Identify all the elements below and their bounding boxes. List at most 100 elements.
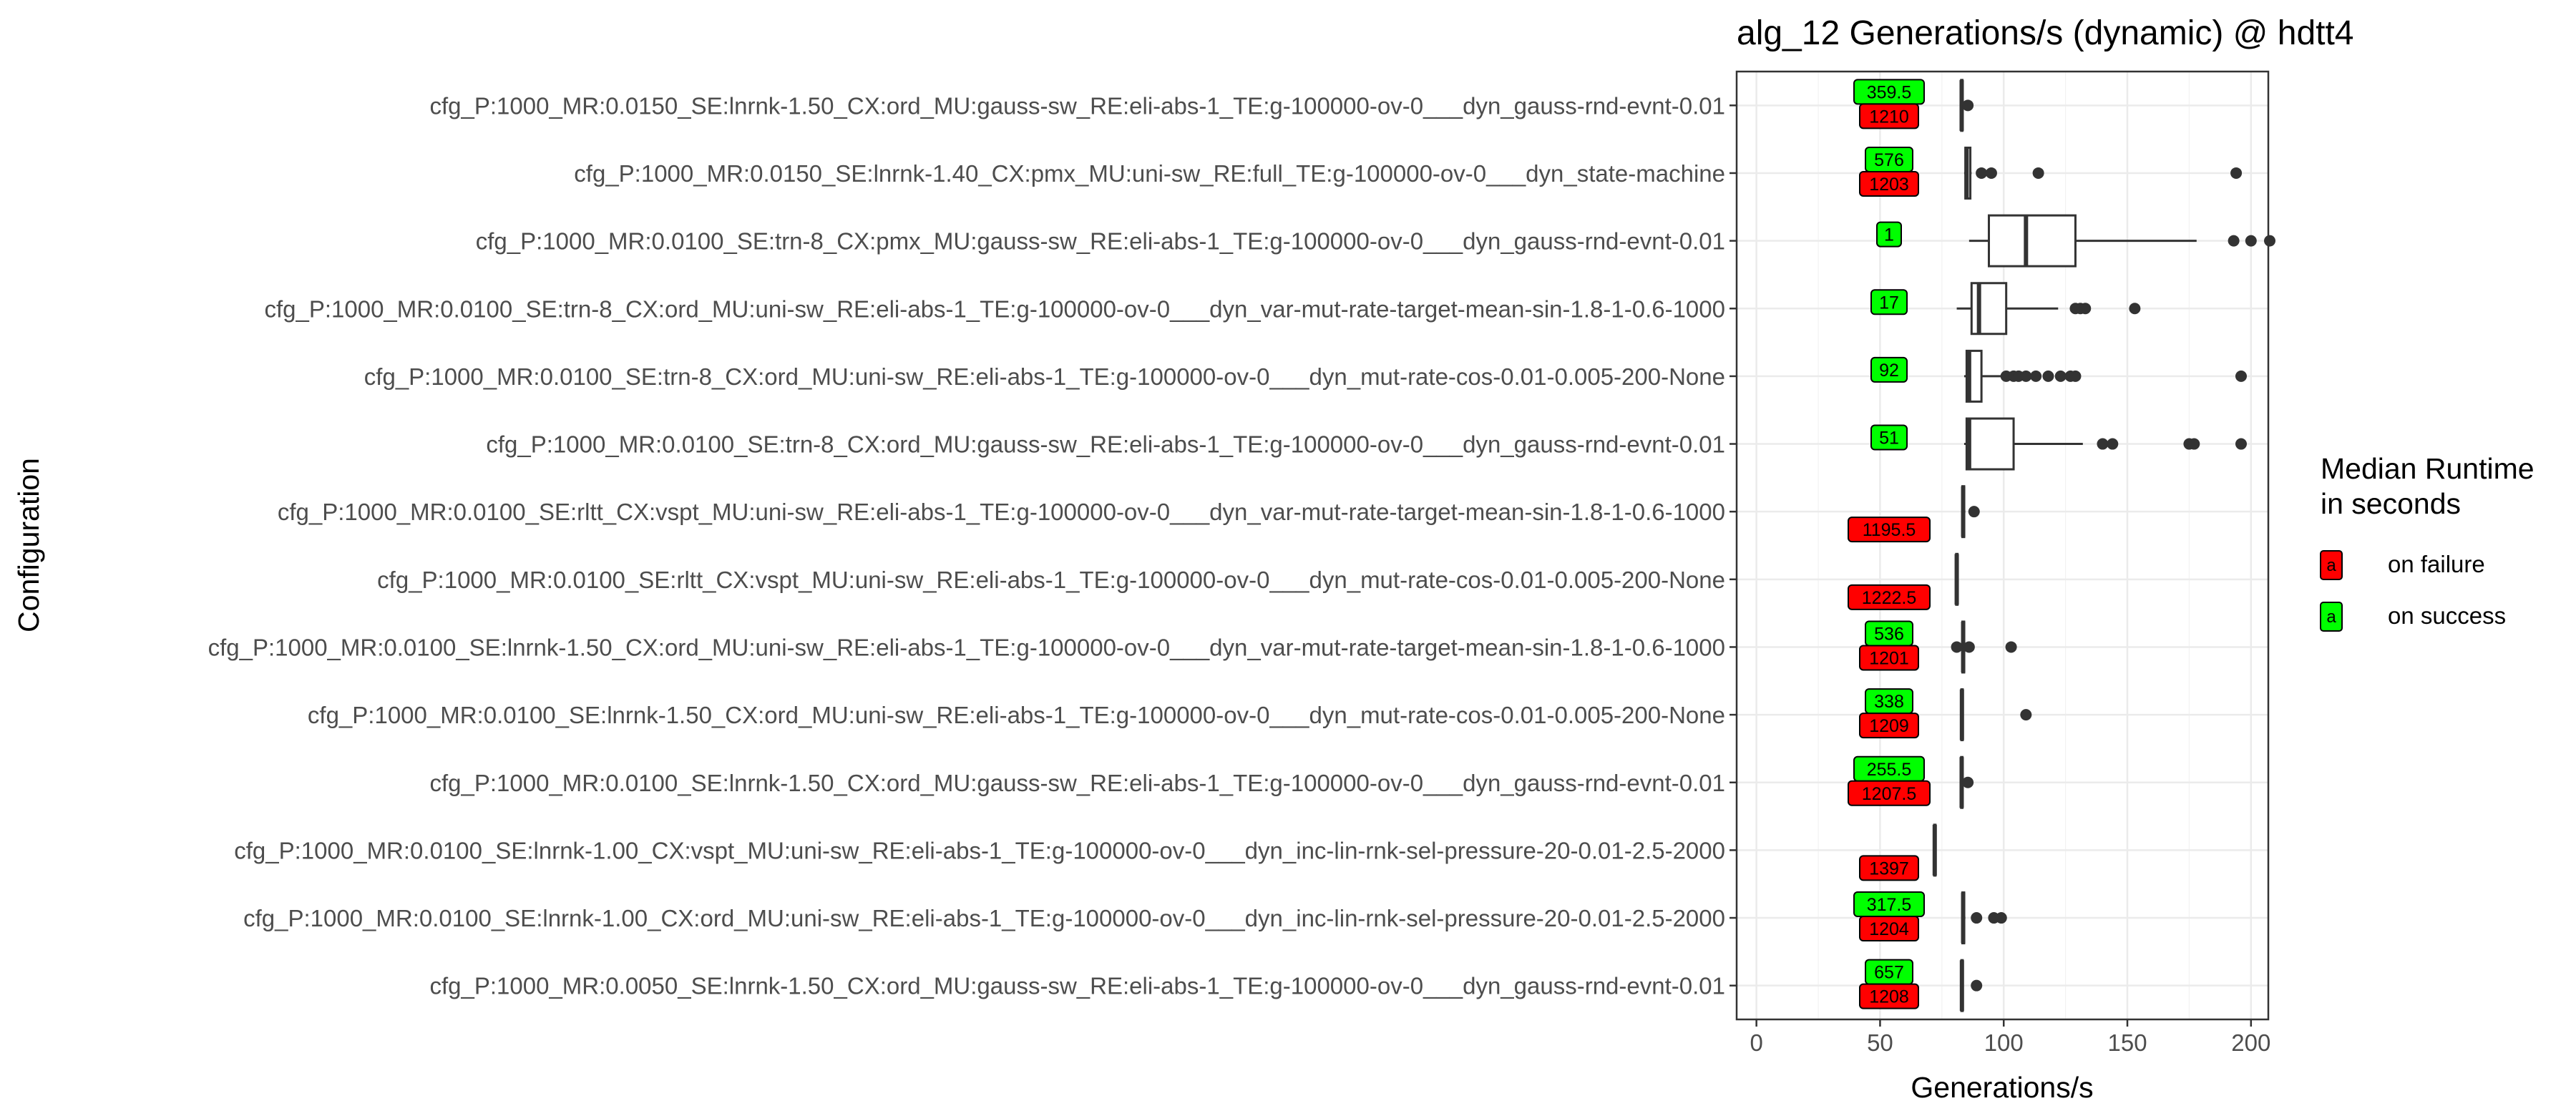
outlier-point [2129, 303, 2141, 315]
outlier-point [2020, 370, 2032, 382]
legend-entry-failure: a on failure [2320, 550, 2485, 580]
failure-runtime-box [1848, 584, 1931, 610]
outlier-point [2079, 303, 2092, 315]
x-tick-label: 100 [1984, 1029, 2024, 1056]
failure-runtime-label: 1222.5 [1862, 588, 1916, 608]
success-runtime-label: 1 [1884, 225, 1894, 245]
success-runtime-box [1870, 356, 1908, 383]
outlier-point [2054, 370, 2067, 382]
outlier-point [2235, 438, 2247, 450]
legend-key-letter-failure: a [2326, 556, 2336, 575]
y-tick-label: cfg_P:1000_MR:0.0150_SE:lnrnk-1.40_CX:pm… [574, 160, 1725, 187]
x-tick-label: 150 [2107, 1029, 2147, 1056]
boxplot [1959, 755, 1974, 809]
failure-runtime-label: 1207.5 [1862, 784, 1916, 804]
outlier-point [1976, 167, 1988, 179]
outlier-point [1962, 99, 1974, 112]
success-runtime-label: 657 [1874, 963, 1904, 983]
success-runtime-box [1870, 289, 1908, 315]
success-runtime-label: 255.5 [1867, 760, 1912, 780]
median-runtime-annotations: 359.5 1210 576 1203 1 17 92 51 1195.5 1222.5 536 12… [1848, 79, 1931, 1009]
boxplot [1961, 485, 1980, 539]
y-tick-label: cfg_P:1000_MR:0.0050_SE:lnrnk-1.50_CX:or… [429, 973, 1725, 999]
x-tick-label: 0 [1750, 1029, 1762, 1056]
outlier-point [2032, 167, 2044, 179]
x-tick-label: 200 [2231, 1029, 2270, 1056]
outlier-point [1951, 641, 1963, 653]
failure-runtime-box [1859, 103, 1919, 129]
legend-label-failure: on failure [2388, 551, 2485, 577]
failure-runtime-label: 1397 [1869, 858, 1909, 878]
legend-title-line-2: in seconds [2321, 487, 2461, 520]
success-runtime-label: 536 [1874, 624, 1904, 644]
y-tick-label: cfg_P:1000_MR:0.0100_SE:trn-8_CX:ord_MU:… [364, 363, 1725, 390]
boxplot [1963, 349, 2247, 403]
failure-runtime-box [1848, 780, 1931, 806]
outlier-point [2264, 235, 2275, 247]
success-runtime-box [1870, 424, 1908, 451]
y-tick-label: cfg_P:1000_MR:0.0150_SE:lnrnk-1.50_CX:or… [429, 92, 1725, 119]
boxplot [1963, 417, 2247, 471]
y-tick-label: cfg_P:1000_MR:0.0100_SE:lnrnk-1.50_CX:or… [429, 770, 1725, 796]
legend-key-success [2320, 602, 2343, 632]
legend: Median Runtime in seconds a on failure a… [2320, 452, 2534, 632]
legend-key-failure [2320, 550, 2343, 580]
boxplot [1959, 79, 1974, 132]
outlier-point [2107, 438, 2119, 450]
success-runtime-label: 576 [1874, 150, 1904, 170]
failure-runtime-label: 1204 [1869, 919, 1909, 939]
y-tick-label: cfg_P:1000_MR:0.0100_SE:trn-8_CX:pmx_MU:… [476, 228, 1725, 255]
panel-border [1735, 70, 2270, 1021]
boxplot [1963, 146, 2243, 200]
outlier-point [2230, 167, 2243, 179]
failure-runtime-box [1859, 855, 1919, 881]
failure-runtime-box [1859, 170, 1919, 197]
failure-runtime-label: 1195.5 [1863, 520, 1916, 540]
failure-runtime-label: 1203 [1869, 175, 1909, 195]
legend-key-letter-success: a [2326, 607, 2336, 627]
boxplot [1951, 620, 2017, 674]
outlier-point [2245, 235, 2257, 247]
success-runtime-label: 359.5 [1867, 82, 1912, 102]
boxplot [1932, 823, 1937, 877]
legend-entry-success: a on success [2320, 602, 2506, 632]
boxplot [1968, 214, 2275, 268]
success-runtime-box [1876, 221, 1902, 248]
outlier-point [1962, 776, 1974, 788]
outlier-point [2020, 709, 2032, 721]
y-tick-label: cfg_P:1000_MR:0.0100_SE:lnrnk-1.50_CX:or… [308, 702, 1725, 728]
failure-runtime-box [1859, 713, 1919, 739]
boxplot [1959, 688, 2032, 742]
failure-runtime-label: 1208 [1869, 987, 1909, 1007]
success-runtime-label: 338 [1874, 692, 1904, 712]
failure-runtime-label: 1210 [1869, 107, 1909, 127]
y-tick-label: cfg_P:1000_MR:0.0100_SE:trn-8_CX:ord_MU:… [264, 295, 1725, 322]
x-tick-label: 50 [1867, 1029, 1893, 1056]
failure-runtime-box [1859, 983, 1919, 1009]
chart-title: alg_12 Generations/s (dynamic) @ hdtt4 [1737, 14, 2354, 52]
failure-runtime-box [1859, 916, 1919, 942]
failure-runtime-label: 1209 [1869, 716, 1909, 736]
failure-runtime-label: 1201 [1869, 648, 1909, 668]
y-axis-title: Configuration [12, 458, 45, 632]
box [1970, 282, 2008, 336]
y-tick-label: cfg_P:1000_MR:0.0100_SE:lnrnk-1.00_CX:vs… [234, 837, 1725, 863]
failure-runtime-box [1848, 517, 1931, 543]
y-tick-label: cfg_P:1000_MR:0.0100_SE:rltt_CX:vspt_MU:… [278, 499, 1725, 525]
outlier-point [2042, 370, 2054, 382]
failure-runtime-box [1859, 645, 1919, 671]
outlier-point [1968, 506, 1980, 518]
boxplot [1956, 282, 2141, 336]
boxplot [1959, 959, 1983, 1012]
outlier-point [1971, 912, 1983, 924]
outlier-point [1963, 641, 1975, 653]
success-runtime-label: 317.5 [1867, 895, 1912, 915]
legend-label-success: on success [2388, 602, 2506, 629]
outlier-point [1985, 167, 1997, 179]
outlier-point [2069, 370, 2082, 382]
y-tick-label: cfg_P:1000_MR:0.0100_SE:trn-8_CX:ord_MU:… [486, 431, 1725, 458]
outlier-point [2097, 438, 2109, 450]
outlier-point [2235, 370, 2247, 382]
outlier-point [1971, 979, 1983, 992]
